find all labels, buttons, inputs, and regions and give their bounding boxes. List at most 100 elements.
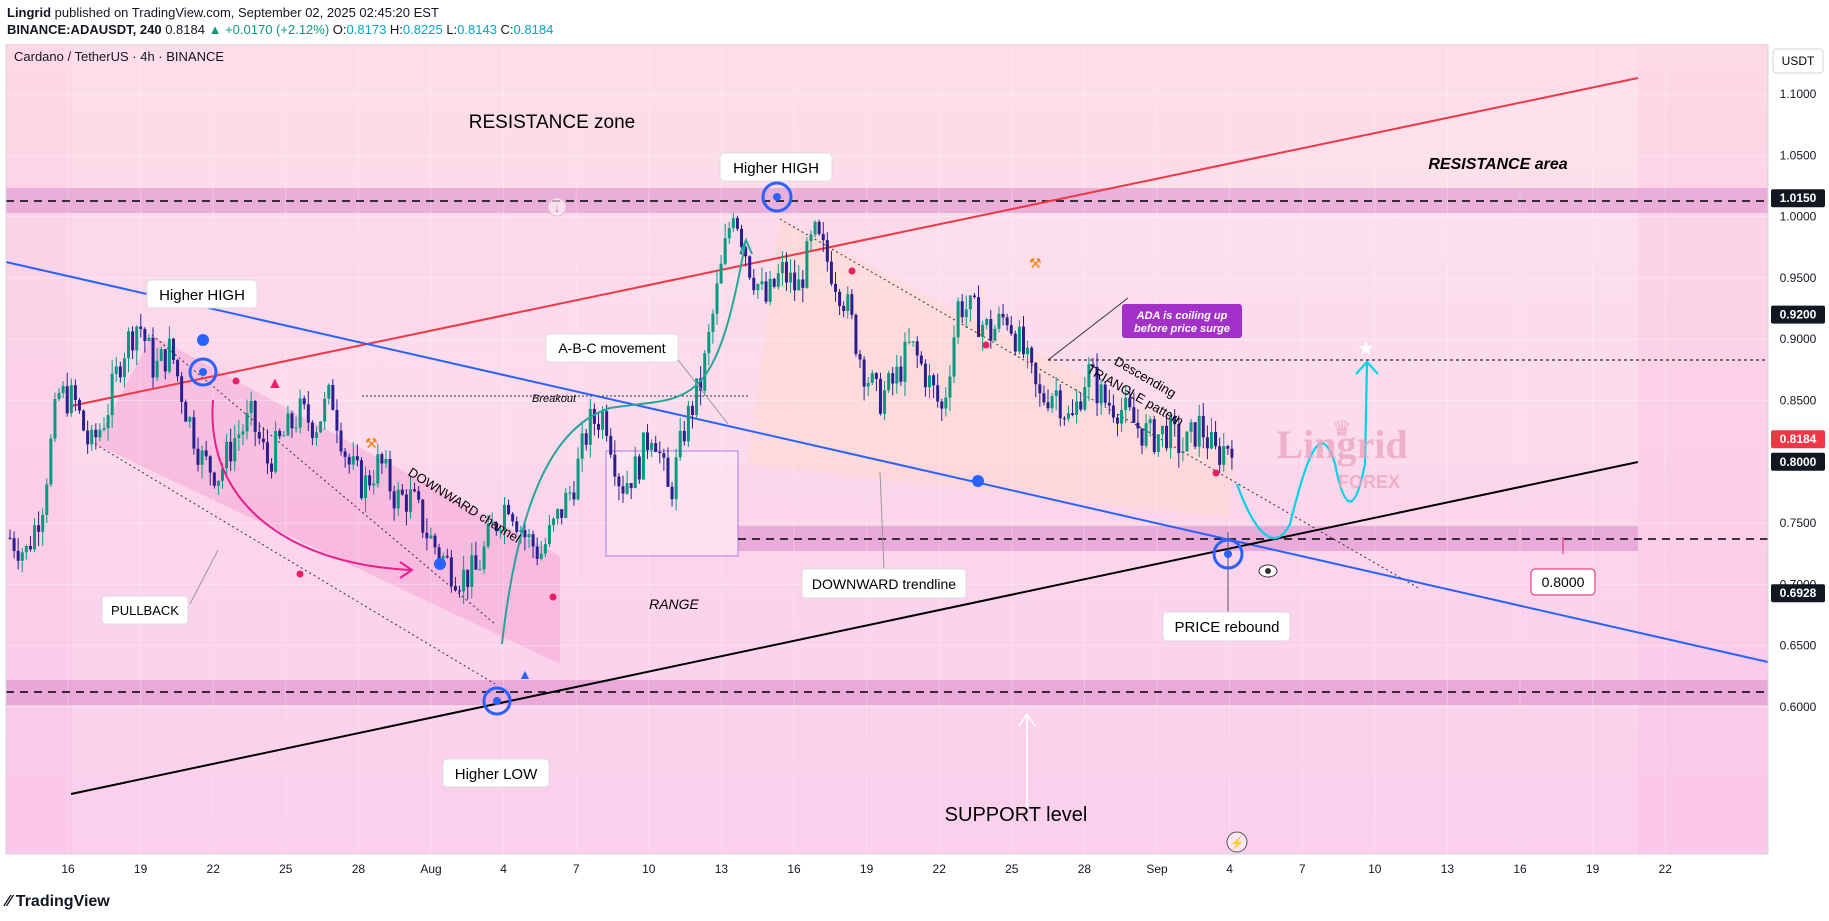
- candle-body: [61, 386, 65, 393]
- higher-low-text: Higher LOW: [455, 766, 538, 783]
- ohlc-line: BINANCE:ADAUSDT, 240 0.8184 ▲ +0.0170 (+…: [7, 22, 553, 37]
- higher-high-2-callout: Higher HIGH: [719, 152, 833, 182]
- candle-body: [617, 476, 621, 487]
- candle-body: [981, 324, 985, 337]
- candle-body: [118, 366, 122, 378]
- c-value: 0.8184: [513, 22, 554, 37]
- resistance-zone-label: RESISTANCE zone: [469, 112, 635, 133]
- candle-body: [1026, 347, 1030, 355]
- candle-body: [821, 234, 825, 241]
- candle-body: [829, 261, 833, 284]
- price-chart[interactable]: ★ ▲ ▲ ⚒ ⚒ ↓ ⚡ Lingrid FOREX ♛ Cardano / …: [0, 44, 1829, 893]
- candle-body: [163, 349, 167, 372]
- candle-body: [425, 532, 429, 539]
- candle-body: [331, 384, 335, 410]
- candle-body: [1075, 401, 1079, 415]
- candle-body: [429, 535, 433, 539]
- chart-title: Cardano / TetherUS · 4h · BINANCE: [14, 49, 224, 64]
- rebound-dot: [1224, 550, 1232, 558]
- candle-body: [372, 483, 376, 486]
- pivot-dot: [1212, 469, 1220, 477]
- currency-label[interactable]: USDT: [1782, 54, 1815, 68]
- resistance-area-label: RESISTANCE area: [1428, 156, 1567, 173]
- candle-body: [159, 349, 163, 361]
- o-value: 0.8173: [346, 22, 387, 37]
- x-tick-labels: 16 19 22 25 28 Aug 4 7 10 13 16 19 22 25 28 Sep 4 7 10 13 16…: [61, 862, 1672, 876]
- x-tick-label: 25: [1005, 862, 1019, 876]
- candle-body: [1165, 425, 1169, 449]
- tradingview-logo[interactable]: ⁄⁄ TradingView: [6, 893, 110, 911]
- level-label-callout: 0.8000: [1530, 568, 1596, 596]
- candle-body: [310, 422, 314, 438]
- candle-body: [948, 376, 952, 398]
- candle-body: [404, 494, 408, 512]
- candle-body: [233, 438, 237, 462]
- candle-body: [335, 409, 339, 431]
- candle-body: [73, 385, 77, 400]
- hammer-icon: ⚒: [1029, 255, 1042, 271]
- time-axis[interactable]: [0, 854, 1829, 893]
- candle-body: [523, 530, 527, 538]
- abc-arrow: [501, 243, 746, 645]
- breakout-label: Breakout: [532, 393, 577, 405]
- candle-body: [176, 359, 180, 377]
- publisher-name[interactable]: Lingrid: [7, 5, 52, 20]
- candle-body: [351, 456, 355, 465]
- candle-body: [662, 453, 666, 458]
- down-arrow-glyph: ↓: [554, 201, 560, 215]
- candle-body: [86, 430, 90, 445]
- currency-button[interactable]: [1772, 48, 1824, 74]
- candle-body: [670, 486, 674, 500]
- higher-high-1-marker: [197, 334, 209, 346]
- candle-body: [997, 313, 1001, 329]
- watermark-sub: FOREX: [1338, 472, 1400, 492]
- candle-body: [433, 535, 437, 548]
- candle-body: [200, 450, 204, 465]
- candle-body: [441, 555, 445, 560]
- x-tick-label: 13: [1441, 862, 1455, 876]
- candle-body: [870, 373, 874, 383]
- candle-body: [396, 489, 400, 509]
- candle-body: [1017, 326, 1021, 352]
- symbol-label[interactable]: BINANCE:ADAUSDT, 240: [7, 22, 162, 37]
- candle-body: [650, 443, 654, 450]
- candle-body: [866, 382, 870, 387]
- candle-body: [286, 413, 290, 436]
- candle-body: [282, 435, 286, 437]
- candle-body: [797, 279, 801, 291]
- range-label: RANGE: [649, 596, 699, 612]
- candle-body: [784, 261, 788, 283]
- candle-body: [1140, 428, 1144, 446]
- candle-body: [621, 486, 625, 494]
- candle-body: [470, 555, 474, 587]
- candle-body: [37, 525, 41, 532]
- candle-body: [772, 278, 776, 287]
- candle-body: [249, 400, 253, 414]
- candle-body: [413, 489, 417, 492]
- candle-body: [196, 448, 200, 465]
- candle-body: [1071, 413, 1075, 415]
- candle-body: [1058, 390, 1062, 419]
- candle-body: [212, 472, 216, 486]
- publish-info: Lingrid published on TradingView.com, Se…: [7, 5, 439, 20]
- candle-body: [731, 218, 735, 229]
- candle-body: [28, 545, 32, 550]
- candle-body: [629, 483, 633, 489]
- candle-body: [1144, 423, 1148, 446]
- candle-body: [1005, 317, 1009, 326]
- candle-body: [319, 421, 323, 433]
- candle-body: [323, 398, 327, 422]
- candle-body: [596, 423, 600, 430]
- y-tick-label: 0.8500: [1780, 394, 1817, 408]
- trendline-pointer: [879, 471, 885, 570]
- candle-body: [1152, 419, 1156, 453]
- candle-body: [49, 438, 53, 485]
- higher-low-dot: [493, 697, 501, 705]
- candle-body: [740, 228, 744, 248]
- candle-body: [527, 534, 531, 538]
- change-value: +0.0170 (+2.12%): [225, 22, 330, 37]
- candle-body: [1209, 431, 1213, 449]
- candle-body: [928, 375, 931, 388]
- candle-body: [135, 326, 139, 351]
- price-tag: [1771, 452, 1825, 471]
